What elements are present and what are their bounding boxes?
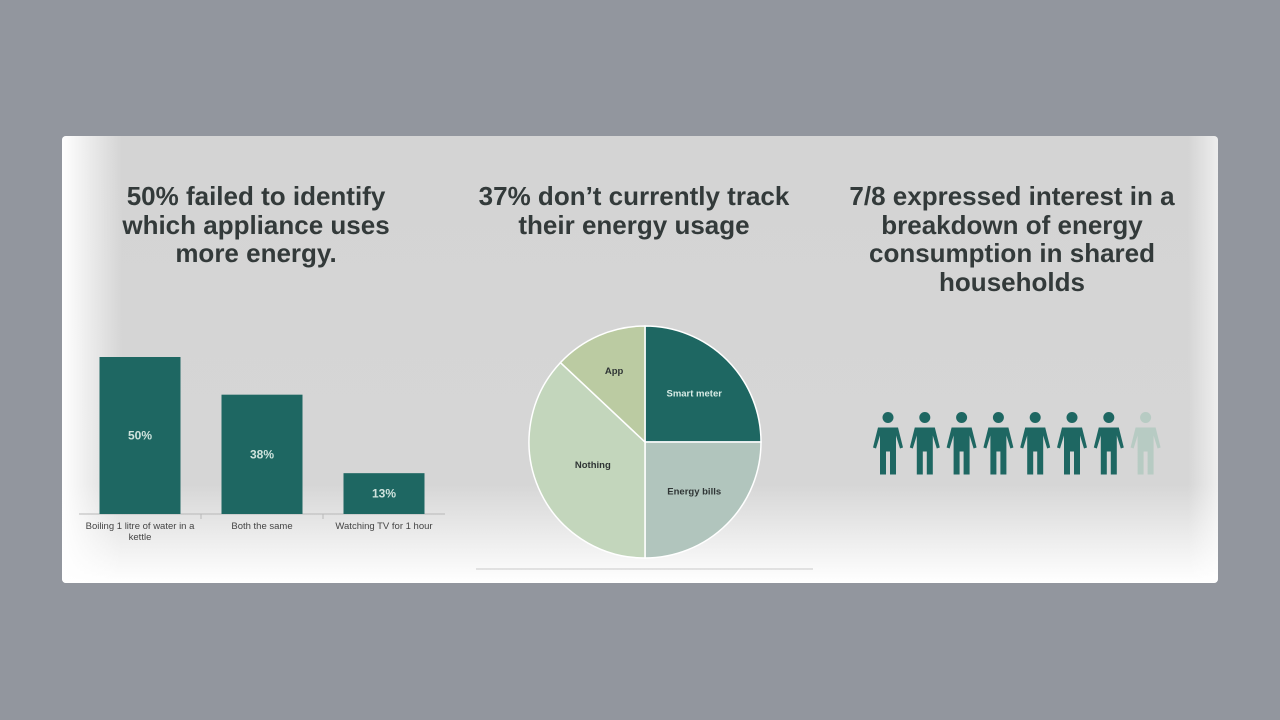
bar-value-label: 50% [128,429,152,443]
pie-slice-label: Energy bills [667,487,721,498]
pie-slice-smart-meter [644,325,762,443]
person-icon [1093,412,1124,475]
appliance-heading: 50% failed to identify which appliance u… [122,181,390,268]
pie-slice-label: App [605,366,624,377]
bar-3 [343,473,425,514]
interest-heading: 7/8 expressed interest in a breakdown of… [849,181,1175,297]
person-icon [983,412,1014,475]
bar-1 [99,357,181,514]
pie-slice-app [559,325,646,444]
person-icon [1057,412,1087,475]
tracking-heading: 37% don’t currently track their energy u… [478,181,790,240]
bar-value-label: 38% [250,447,274,461]
pie-slice-nothing [528,361,646,559]
x-tick-label: Watching TV for 1 hour [335,521,432,532]
charts-canvas: 50% Boiling 1 litre of water in a kettle 38… [79,325,1161,570]
pie-slice-energy-bills [644,441,762,559]
person-icon [1130,412,1161,475]
person-icon [1020,412,1051,475]
infographic-card: 50% failed to identify which appliance u… [62,136,1218,583]
person-icon [873,412,903,475]
pie-slice-label: Smart meter [666,388,722,399]
pie-slice-label: Nothing [575,460,611,471]
person-icon [946,412,977,475]
bar-2 [221,394,303,514]
x-tick-label: Both the same [231,521,292,532]
person-icon [909,412,940,475]
x-tick-label: Boiling 1 litre of water in a kettle [86,521,195,543]
bar-value-label: 13% [372,487,396,501]
